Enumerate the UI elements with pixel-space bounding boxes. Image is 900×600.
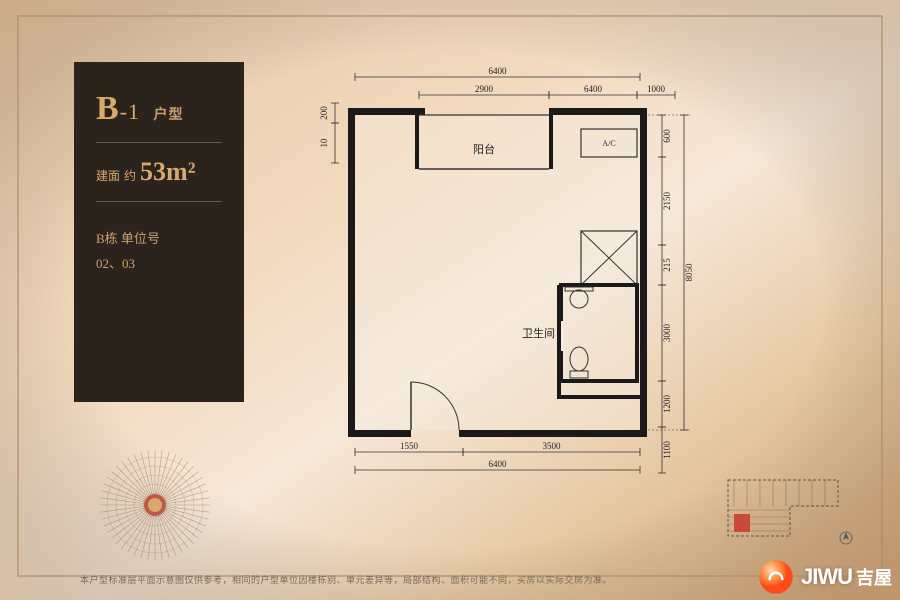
area-line: 建面 约 53m² (96, 157, 222, 187)
svg-text:6400: 6400 (489, 66, 508, 76)
svg-text:1550: 1550 (400, 441, 419, 451)
svg-text:8050: 8050 (684, 263, 694, 282)
area-value: 53m² (140, 157, 195, 187)
watermark-logo-icon (755, 556, 797, 598)
unit-type: B-1 户型 (96, 90, 222, 128)
svg-text:卫生间: 卫生间 (522, 326, 555, 340)
svg-text:A/C: A/C (602, 139, 615, 148)
divider-2 (96, 201, 222, 202)
watermark-cn: 吉屋 (856, 564, 892, 590)
area-sub: 约 (124, 167, 136, 184)
units-value: 02、03 (96, 253, 222, 272)
svg-text:3000: 3000 (662, 324, 672, 343)
area-prefix: 建面 (96, 167, 120, 184)
svg-text:3500: 3500 (543, 441, 562, 451)
svg-text:1000: 1000 (647, 84, 666, 94)
svg-text:6400: 6400 (584, 84, 603, 94)
watermark: JIWU吉屋 (755, 556, 892, 598)
svg-text:1200: 1200 (662, 395, 672, 414)
svg-text:600: 600 (662, 129, 672, 143)
svg-text:阳台: 阳台 (473, 142, 495, 156)
footnote: 本户型标准层平面示意图仅供参考，相同的户型单位因楼栋别、单元差异等，局部结构、面… (80, 573, 612, 586)
watermark-brand: JIWU (801, 564, 852, 590)
info-panel: B-1 户型 建面 约 53m² B栋 单位号 02、03 (74, 62, 244, 402)
type-suffix: -1 (120, 99, 140, 124)
type-prefix: B (96, 90, 120, 127)
divider (96, 142, 222, 143)
svg-text:200: 200 (319, 106, 329, 120)
svg-text:2150: 2150 (662, 192, 672, 211)
building-label: B栋 单位号 (96, 228, 222, 247)
svg-text:10: 10 (319, 138, 329, 148)
type-sub: 户型 (154, 108, 184, 123)
svg-text:6400: 6400 (489, 459, 508, 469)
svg-text:1100: 1100 (662, 441, 672, 459)
svg-text:215: 215 (662, 258, 672, 272)
svg-text:2900: 2900 (475, 84, 494, 94)
